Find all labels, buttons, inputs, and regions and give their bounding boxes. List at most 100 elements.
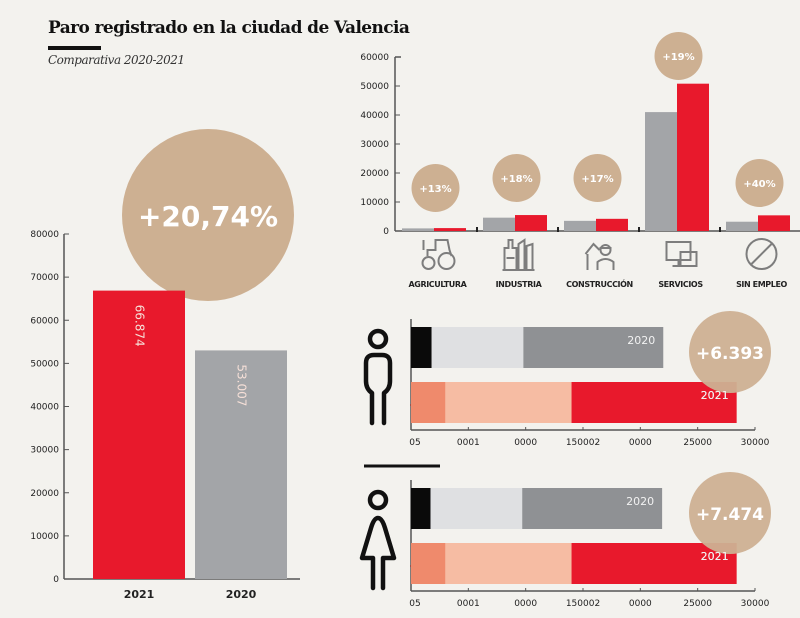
bar-segment-2020 [431,327,524,368]
y-tick-label: 50000 [30,359,59,369]
y-tick-label: 0 [383,227,389,237]
y-tick-label: 30000 [30,446,59,456]
x-tick-label: 05 [409,438,420,448]
sector-chart: 0 10000 20000 30000 40000 50000 60000 +13% AGRIC… [360,32,800,289]
bar-segment-2020 [522,488,663,529]
computer-devices-icon [665,241,698,267]
y-tick-label: 40000 [360,111,389,121]
x-category-label: SERVICIOS [658,280,703,289]
women-chart: 2020 2021 05 0001 0000 150002 0000 25000 30000 +7… [359,472,771,609]
y-tick-label: 10000 [30,532,59,542]
y-tick-label: 0 [53,575,59,585]
men-chart: 2020 2021 05 0001 0000 150002 0000 25000 30000 +6… [363,311,771,448]
total-chart: 0 10000 20000 30000 40000 50000 60000 70000 8000… [30,129,300,601]
bar-segment-2020 [523,327,664,368]
y-tick-label: 40000 [30,403,59,413]
sector-change-label: +13% [419,184,451,195]
x-tick-label: 0000 [629,599,652,609]
y-tick-label: 80000 [30,230,59,240]
bar-segment-2020 [411,488,431,529]
x-category-label: SIN EMPLEO [736,280,787,289]
sector-change-label: +40% [743,179,775,190]
page-title: Paro registrado en la ciudad de Valencia [48,18,410,38]
man-icon [363,328,393,426]
sector-change-badge [411,164,460,212]
woman-icon [359,489,397,591]
x-tick-label: 25000 [683,599,712,609]
sector-change-label: +19% [662,52,694,63]
x-category-label: AGRICULTURA [409,280,468,289]
bar-2020 [483,217,515,231]
y-tick-label: 20000 [30,489,59,499]
x-tick-label: 30000 [741,438,770,448]
x-category-label: INDUSTRIA [496,280,543,289]
bar-2020 [645,112,677,231]
x-tick-label: 150002 [566,599,600,609]
y-tick-label: 60000 [30,316,59,326]
gender-change-label: +6.393 [696,344,764,364]
bar-2021 [677,83,709,232]
page-subtitle: Comparativa 2020-2021 [48,53,185,67]
bar-segment-2020 [411,327,432,368]
bar-2021 [758,215,790,231]
bar-segment-2021 [571,543,737,584]
total-change-badge [122,129,294,301]
bar-2021 [93,290,185,579]
x-tick-label: 0000 [514,438,537,448]
gender-change-label: +7.474 [696,505,764,525]
x-tick-label: 0001 [457,599,480,609]
sector-change-label: +17% [581,174,613,185]
x-tick-label: 30000 [741,599,770,609]
row-year-label: 2021 [701,550,729,563]
y-tick-label: 10000 [360,198,389,208]
x-tick-label: 150002 [566,438,600,448]
bar-segment-2021 [411,543,446,584]
x-category-label: 2020 [226,588,257,601]
y-tick-label: 30000 [360,140,389,150]
row-year-label: 2021 [701,389,729,402]
bar-2021 [596,218,628,231]
bar-2020 [402,228,434,231]
bar-value-label: 53.007 [235,364,249,406]
sector-change-label: +18% [500,174,532,185]
bar-2021 [515,215,547,231]
bar-segment-2021 [445,543,572,584]
row-year-label: 2021 [701,389,729,402]
x-tick-label: 0000 [629,438,652,448]
bar-2020 [564,220,596,231]
bar-segment-2021 [411,382,446,423]
factory-icon [502,238,535,271]
x-tick-label: 05 [409,599,420,609]
y-tick-label: 60000 [360,53,389,63]
title-rule [48,46,101,50]
row-year-label: 2020 [627,334,655,347]
construction-worker-icon [584,242,615,270]
row-year-label: 2020 [626,495,654,508]
gender-change-badge [689,311,771,393]
prohibited-icon [745,238,778,270]
tractor-icon [421,239,456,270]
bar-segment-2020 [430,488,523,529]
x-category-label: 2021 [124,588,155,601]
bar-2020 [726,221,758,231]
bar-2020 [195,350,287,579]
sector-change-badge [654,32,703,80]
gender-change-badge [689,472,771,554]
x-tick-label: 0001 [457,438,480,448]
total-change-label: +20,74% [138,200,278,233]
y-tick-label: 20000 [360,169,389,179]
sector-change-badge [735,159,784,207]
y-tick-label: 50000 [360,82,389,92]
row-year-label: 2021 [701,550,729,563]
bar-2021 [434,228,466,231]
x-tick-label: 0000 [514,599,537,609]
x-category-label: CONSTRUCCIÓN [566,278,633,289]
bar-segment-2021 [445,382,572,423]
x-tick-label: 25000 [683,438,712,448]
sector-change-badge [492,154,541,202]
bar-segment-2021 [571,382,737,423]
y-tick-label: 70000 [30,273,59,283]
sector-change-badge [573,154,622,202]
bar-value-label: 66.874 [133,305,147,347]
